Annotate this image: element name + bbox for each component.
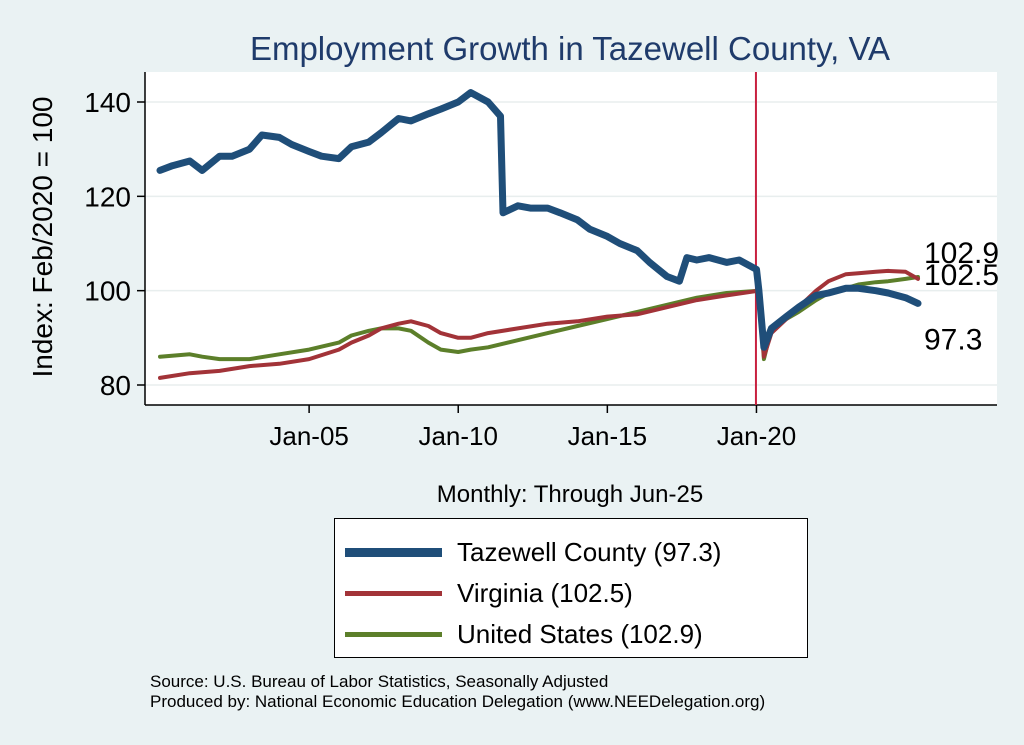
gridlines (145, 101, 997, 386)
series-lines (156, 72, 922, 405)
x-tick-label: Jan-10 (418, 421, 498, 451)
end-label-2: 102.9 (924, 237, 999, 270)
legend-swatch-united-states (345, 632, 442, 637)
chart-footer: Source: U.S. Bureau of Labor Statistics,… (150, 672, 765, 712)
producer-note: Produced by: National Economic Education… (150, 692, 766, 711)
chart-title: Employment Growth in Tazewell County, VA (250, 30, 890, 67)
y-tick-label: 100 (84, 276, 131, 307)
legend-label-united-states: United States (102.9) (457, 619, 703, 649)
legend-label-virginia: Virginia (102.5) (457, 578, 633, 608)
y-tick-label: 80 (100, 370, 131, 401)
legend-label-tazewell: Tazewell County (97.3) (457, 537, 722, 567)
x-axis-title: Monthly: Through Jun-25 (437, 481, 703, 508)
end-label-1: 102.5 (924, 259, 999, 292)
x-tick-label: Jan-05 (269, 421, 349, 451)
chart-legend: Tazewell County (97.3) Virginia (102.5) … (334, 518, 808, 658)
legend-swatch-virginia (345, 591, 442, 596)
y-axis-title: Index: Feb/2020 = 100 (27, 97, 58, 378)
plot-area (145, 72, 997, 405)
series-line-1 (158, 268, 920, 380)
axes: 80 100 120 140 Jan-05 Jan-10 Jan-15 Jan-20 (84, 72, 997, 451)
source-note: Source: U.S. Bureau of Labor Statistics,… (150, 672, 609, 691)
y-tick-label: 120 (84, 181, 131, 212)
series-line-0 (156, 89, 922, 351)
legend-swatch-tazewell (345, 548, 442, 557)
chart-canvas: Employment Growth in Tazewell County, VA… (27, 30, 999, 508)
x-tick-label: Jan-20 (717, 421, 797, 451)
y-tick-label: 140 (84, 87, 131, 118)
end-label-0: 97.3 (924, 323, 982, 356)
x-tick-label: Jan-15 (568, 421, 648, 451)
